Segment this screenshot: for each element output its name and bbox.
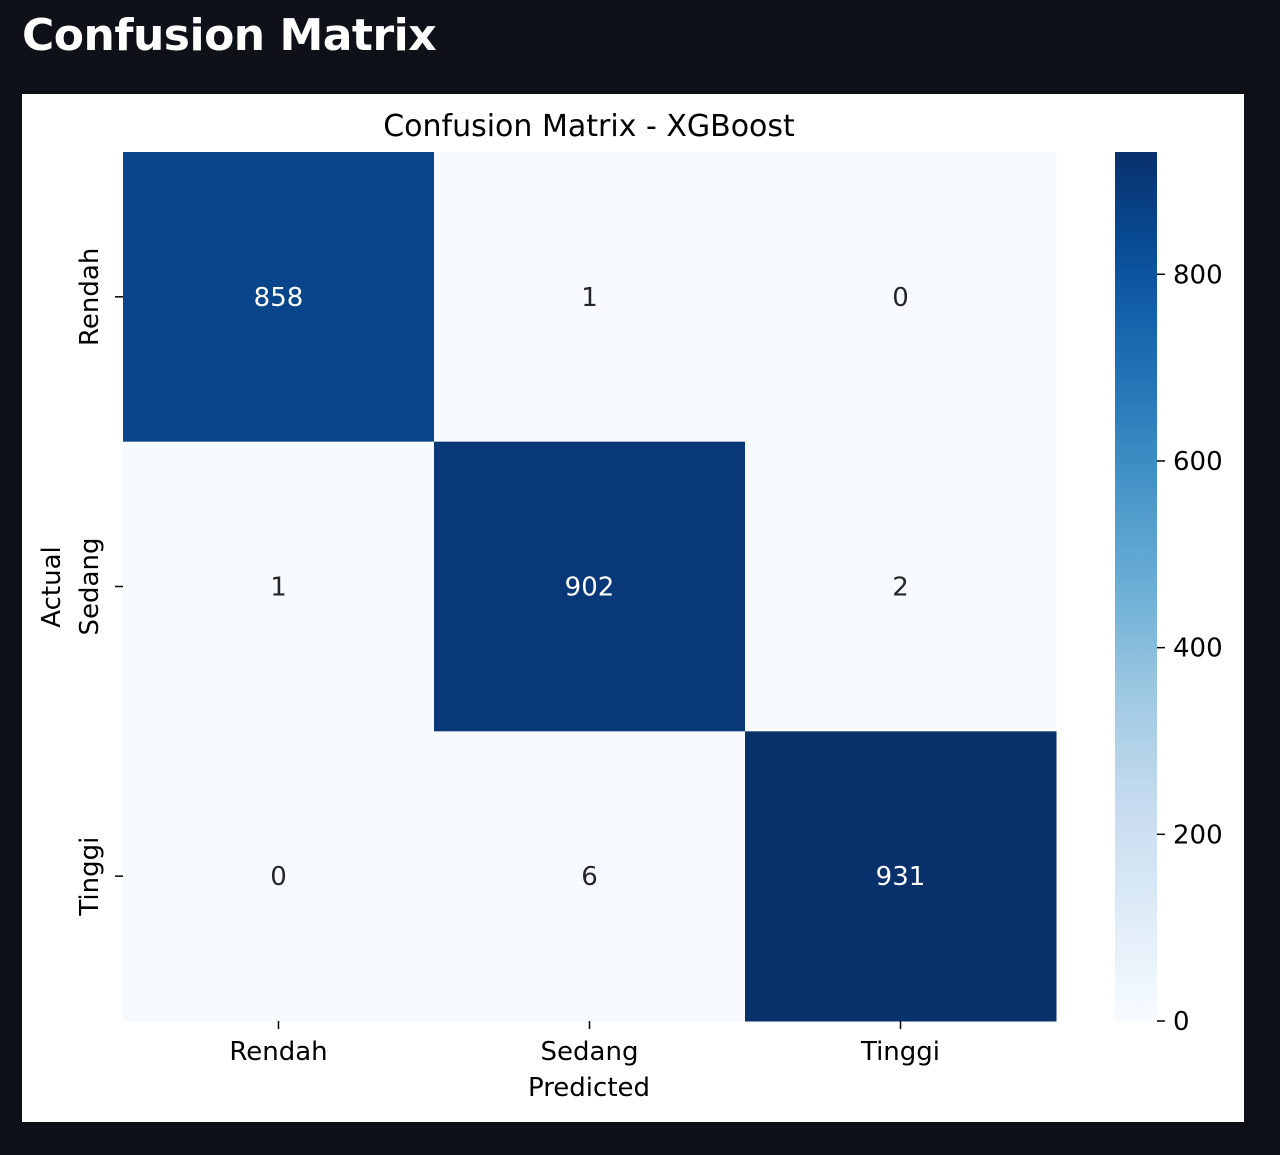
colorbar-tick-label: 0	[1173, 1007, 1190, 1037]
cell-value-label: 1	[270, 573, 287, 603]
x-axis-label: Predicted	[528, 1073, 650, 1103]
cell-value-label: 931	[876, 862, 926, 892]
colorbar-tick-label: 800	[1173, 260, 1223, 290]
cell-value-label: 902	[565, 573, 615, 603]
heatmap-cell	[123, 152, 435, 443]
heatmap-cell	[123, 441, 435, 732]
x-tick-label: Sedang	[541, 1037, 639, 1067]
colorbar-tick-label: 400	[1173, 634, 1223, 664]
page-heading: Confusion Matrix	[22, 10, 437, 61]
colorbar-ticks: 0 200 400 600 800	[1157, 260, 1223, 1037]
y-tick-label: Tinggi	[75, 837, 105, 917]
heatmap-cell	[123, 731, 435, 1022]
y-tick-label: Sedang	[75, 538, 105, 636]
chart-figure: Confusion Matrix - XGBoost 858 1 0 1 902 2 0 6 9…	[22, 94, 1244, 1122]
heatmap-chart: Confusion Matrix - XGBoost 858 1 0 1 902 2 0 6 9…	[37, 109, 1223, 1103]
x-tick-label: Tinggi	[860, 1037, 940, 1067]
chart-title: Confusion Matrix - XGBoost	[383, 109, 795, 144]
cell-value-label: 858	[254, 283, 304, 313]
heatmap-axes: Rendah Sedang Tinggi Rendah Sedang Tinggi	[75, 248, 940, 1067]
colorbar	[1115, 152, 1157, 1021]
heatmap-cell	[745, 731, 1057, 1022]
y-tick-label: Rendah	[75, 248, 105, 346]
cell-value-label: 0	[892, 283, 909, 313]
heatmap-cells: 858 1 0 1 902 2 0 6 931	[123, 152, 1057, 1022]
colorbar-tick-label: 200	[1173, 820, 1223, 850]
colorbar-tick-label: 600	[1173, 447, 1223, 477]
heatmap-cell	[745, 441, 1057, 732]
y-axis-label: Actual	[37, 546, 67, 627]
cell-value-label: 2	[892, 573, 909, 603]
heatmap-cell	[434, 152, 746, 443]
cell-value-label: 0	[270, 862, 287, 892]
heatmap-cell	[434, 731, 746, 1022]
cell-value-label: 1	[581, 283, 598, 313]
x-tick-label: Rendah	[229, 1037, 327, 1067]
cell-value-label: 6	[581, 862, 598, 892]
heatmap-cell	[745, 152, 1057, 443]
heatmap-cell	[434, 441, 746, 732]
